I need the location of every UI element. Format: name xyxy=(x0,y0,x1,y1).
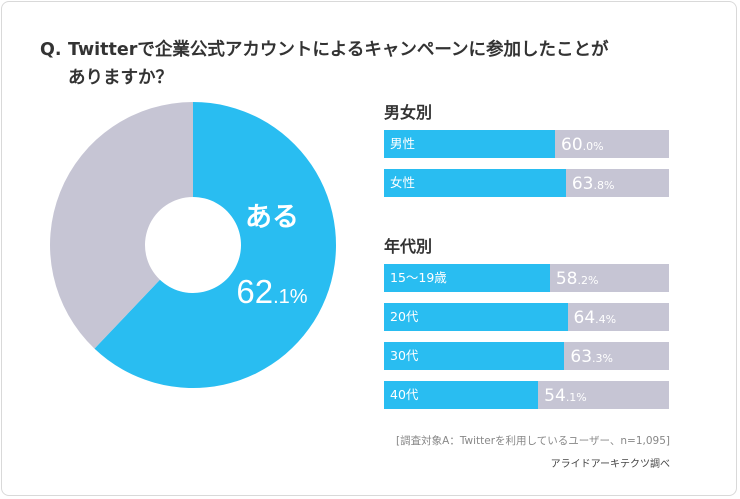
age-bar-category-label: 15〜19歳 xyxy=(390,270,447,285)
survey-source-note: [調査対象A：Twitterを利用しているユーザー、n=1,095] xyxy=(396,435,670,447)
age-bar-value-label: 58.2% xyxy=(555,269,599,289)
age-bar-category-label: 20代 xyxy=(390,309,419,324)
age-bar-fill xyxy=(384,342,565,370)
age-bar-value-label: 64.4% xyxy=(573,308,617,328)
question-heading: Q. Twitterで企業公式アカウントによるキャンペーンに参加したことが ありま… xyxy=(40,36,680,92)
age-bar-category-label: 40代 xyxy=(390,387,419,402)
gender-bar-row: 女性 63.8% xyxy=(384,169,669,197)
donut-value-label: 62.1% xyxy=(236,273,307,310)
age-bar-category-label: 30代 xyxy=(390,348,419,363)
question-prefix: Q. xyxy=(40,40,62,60)
age-bar-row: 40代 54.1% xyxy=(384,381,669,409)
donut-center-label: ある xyxy=(245,202,299,233)
gender-bar-fill xyxy=(384,169,566,197)
question-line-1: Twitterで企業公式アカウントによるキャンペーンに参加したことが xyxy=(68,40,609,60)
age-section-title: 年代別 xyxy=(384,237,433,256)
age-bar-fill xyxy=(384,303,568,331)
survey-credit: アライドアーキテクツ調べ xyxy=(550,459,670,470)
age-bar-value-label: 63.3% xyxy=(570,347,613,367)
age-bar-row: 30代 63.3% xyxy=(384,342,669,370)
gender-bar-category-label: 男性 xyxy=(390,136,416,151)
age-bar-value-label: 54.1% xyxy=(544,386,587,406)
age-bar-fill xyxy=(384,264,550,292)
gender-bar-fill xyxy=(384,130,555,158)
age-bar-fill xyxy=(384,381,539,409)
gender-bar-value-label: 63.8% xyxy=(571,174,615,194)
gender-bar-row: 男性 60.0% xyxy=(384,130,669,158)
donut-slice-remainder xyxy=(49,102,193,349)
age-bar-row: 15〜19歳 58.2% xyxy=(384,264,669,292)
gender-bar-category-label: 女性 xyxy=(390,175,416,190)
question-line-2: ありますか？ xyxy=(68,68,173,88)
gender-section-title: 男女別 xyxy=(384,103,433,122)
donut-chart: ある 62.1% xyxy=(49,102,336,388)
donut-slice-yes xyxy=(94,102,336,388)
age-bar-row: 20代 64.4% xyxy=(384,303,669,331)
gender-bar-value-label: 60.0% xyxy=(561,135,604,155)
